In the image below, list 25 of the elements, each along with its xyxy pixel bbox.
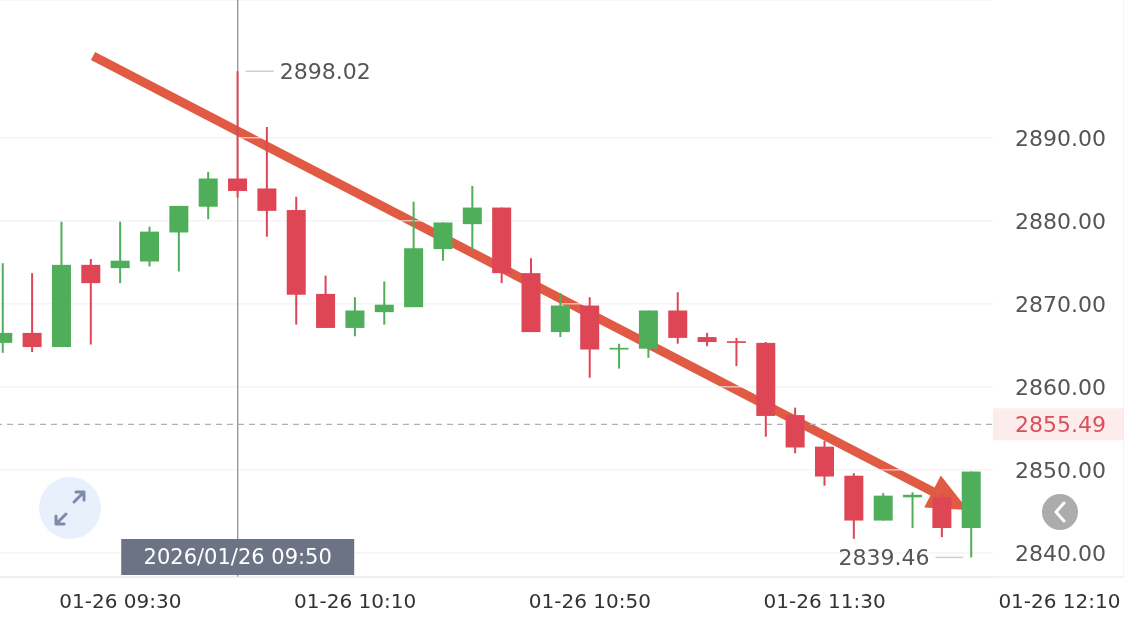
y-tick-label: 2850.00 — [1015, 457, 1106, 483]
x-tick-label: 01-26 11:30 — [763, 589, 886, 614]
candlestick — [81, 258, 101, 346]
candlestick — [462, 184, 482, 251]
candlestick — [228, 70, 248, 199]
candlestick — [609, 342, 629, 370]
x-tick-label: 01-26 10:50 — [528, 589, 651, 614]
x-tick-label: 01-26 09:30 — [59, 589, 182, 614]
y-tick-label: 2840.00 — [1015, 540, 1106, 566]
candlestick — [257, 126, 277, 238]
annotation: 2898.02 — [279, 58, 371, 84]
candlestick — [726, 336, 746, 368]
candlestick — [110, 220, 130, 285]
y-tick-label: 2870.00 — [1015, 291, 1106, 317]
ref-line-label: 2026/01/26 09:50 — [143, 545, 332, 570]
x-tick-label: 01-26 12:10 — [998, 589, 1121, 614]
x-tick-label: 01-26 10:10 — [294, 589, 417, 614]
candlestick — [22, 272, 42, 354]
candlestick — [345, 296, 365, 338]
y-tick-label: 2890.00 — [1015, 125, 1106, 151]
y-tick-label: 2860.00 — [1015, 374, 1106, 400]
annotation: 2839.46 — [838, 545, 930, 571]
candlestick — [374, 280, 394, 326]
ref-line-label: 2855.49 — [1015, 412, 1106, 438]
y-tick-label: 2880.00 — [1015, 208, 1106, 234]
